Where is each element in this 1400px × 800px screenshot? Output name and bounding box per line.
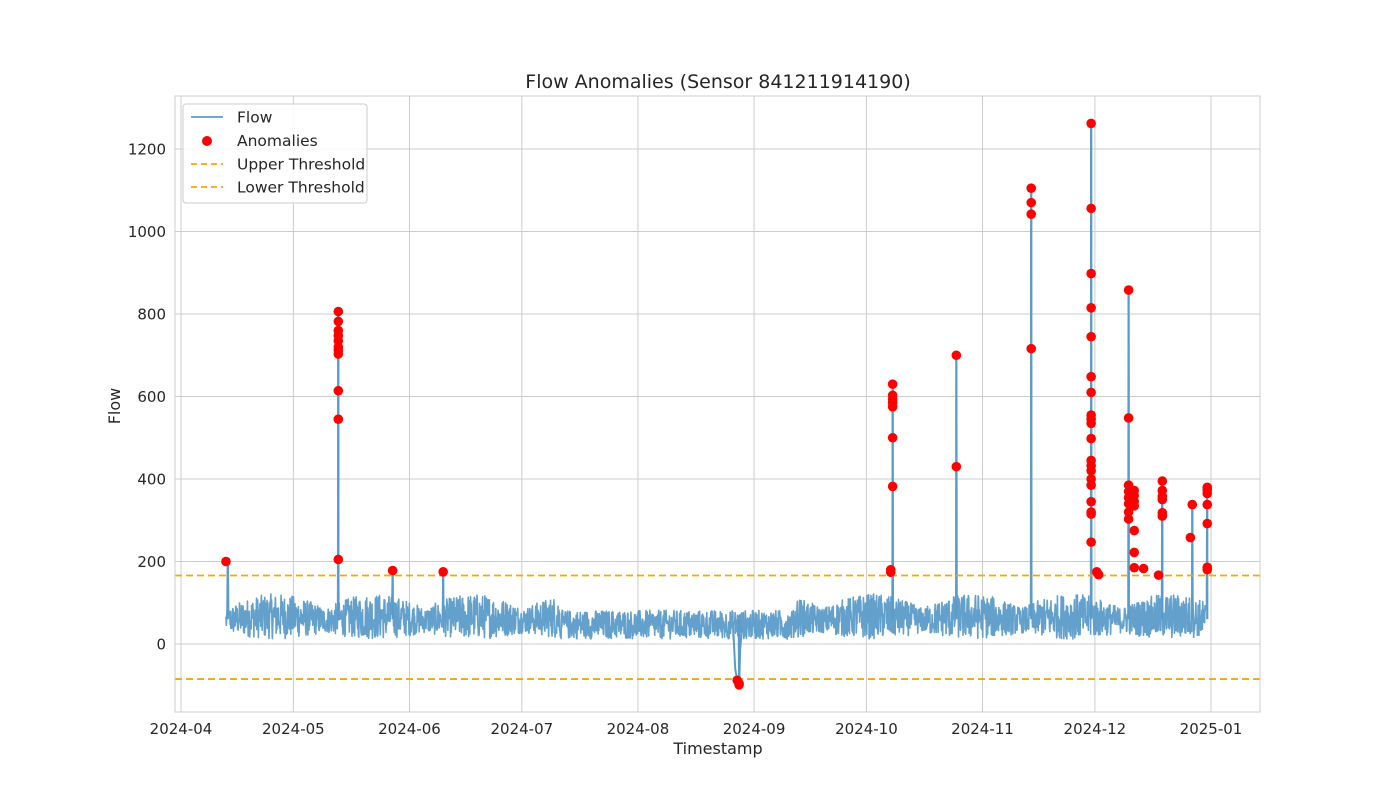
legend-anomalies-marker [202,136,212,146]
y-tick-label: 400 [137,471,166,489]
anomaly-point [1086,268,1096,279]
anomaly-point [1086,509,1096,519]
anomaly-point [1123,413,1134,423]
anomaly-point [1123,285,1134,295]
y-tick-labels: 0 200 400 600 800 1000 1200 [128,141,166,654]
anomaly-point [1123,514,1134,524]
x-tick-label: 2024-12 [1064,720,1127,738]
anomaly-point [1086,496,1096,507]
legend-flow-label: Flow [237,109,273,127]
anomaly-point [333,316,344,327]
anomaly-point [1138,563,1149,574]
y-tick-label: 800 [137,306,166,324]
plot-frame [174,95,1261,713]
anomaly-point [333,554,344,565]
anomaly-point [1026,183,1037,193]
y-tick-label: 600 [137,388,166,406]
anomaly-point [887,481,898,492]
anomaly-point [1093,569,1104,580]
x-tick-label: 2024-04 [150,720,213,738]
anomaly-point [1202,488,1213,499]
anomaly-point [1185,532,1196,543]
anomaly-point [887,379,898,389]
anomaly-point [1086,371,1096,382]
x-tick-label: 2024-06 [378,720,441,738]
x-tick-label: 2024-11 [951,720,1014,738]
anomaly-point [885,567,896,578]
anomaly-point [1129,562,1140,573]
anomaly-point [1026,343,1037,354]
x-tick-label: 2024-05 [262,720,325,738]
anomaly-point [1202,499,1213,510]
anomaly-point [1086,418,1096,429]
anomaly-point [1086,465,1096,476]
legend-anomalies-label: Anomalies [237,132,318,150]
x-tick-label: 2024-07 [490,720,553,738]
anomaly-point [887,432,898,443]
anomaly-point [1086,303,1096,313]
anomaly-point [887,402,898,412]
anomaly-point [1129,501,1140,511]
anomaly-point [1086,118,1096,129]
anomaly-point [1086,433,1096,444]
anomaly-point [734,680,744,690]
chart-title: Flow Anomalies (Sensor 841211914190) [525,71,910,93]
anomaly-point [1129,547,1140,558]
anomaly-points [221,118,1213,690]
y-tick-label: 0 [156,636,166,654]
legend-box [182,103,368,204]
legend-lower-threshold-label: Lower Threshold [237,179,365,197]
anomaly-point [1157,494,1168,505]
y-tick-label: 1200 [128,141,166,159]
anomaly-point [333,306,344,317]
flow-line [225,122,1208,686]
anomaly-point [951,461,962,472]
threshold-lines [175,574,1260,680]
y-tick-label: 200 [137,553,166,571]
x-tick-label: 2025-01 [1180,720,1243,738]
legend-upper-threshold-label: Upper Threshold [237,156,365,174]
anomaly-point [333,385,344,396]
anomaly-point [333,349,344,359]
anomaly-point [1086,387,1096,398]
anomaly-point [1086,331,1096,342]
anomaly-point [1129,525,1140,536]
anomaly-point [438,567,448,577]
x-tick-labels: 2024-04 2024-05 2024-06 2024-07 2024-08 2024-… [150,720,1243,738]
anomaly-point [1157,476,1168,486]
x-tick-label: 2024-08 [607,720,670,738]
x-tick-label: 2024-10 [835,720,898,738]
y-tick-label: 1000 [128,223,166,241]
anomaly-point [1086,203,1096,214]
anomaly-point [951,350,962,361]
y-axis-label: Flow [105,388,124,425]
x-tick-label: 2024-09 [723,720,786,738]
anomaly-point [333,414,344,424]
anomaly-point [387,565,398,576]
anomaly-point [1086,537,1096,547]
anomaly-point [1153,570,1164,580]
legend: Flow Anomalies Upper Threshold Lower Thr… [182,103,368,204]
anomaly-point [1086,480,1096,490]
anomaly-point [1202,564,1213,575]
anomaly-point [1202,518,1213,529]
anomaly-point [1157,511,1168,521]
x-axis-label: Timestamp [672,739,762,758]
anomaly-point [1123,507,1134,517]
anomaly-point [1026,197,1037,208]
anomaly-point [1187,499,1198,510]
anomaly-point [221,556,231,567]
anomaly-point [1026,209,1037,219]
